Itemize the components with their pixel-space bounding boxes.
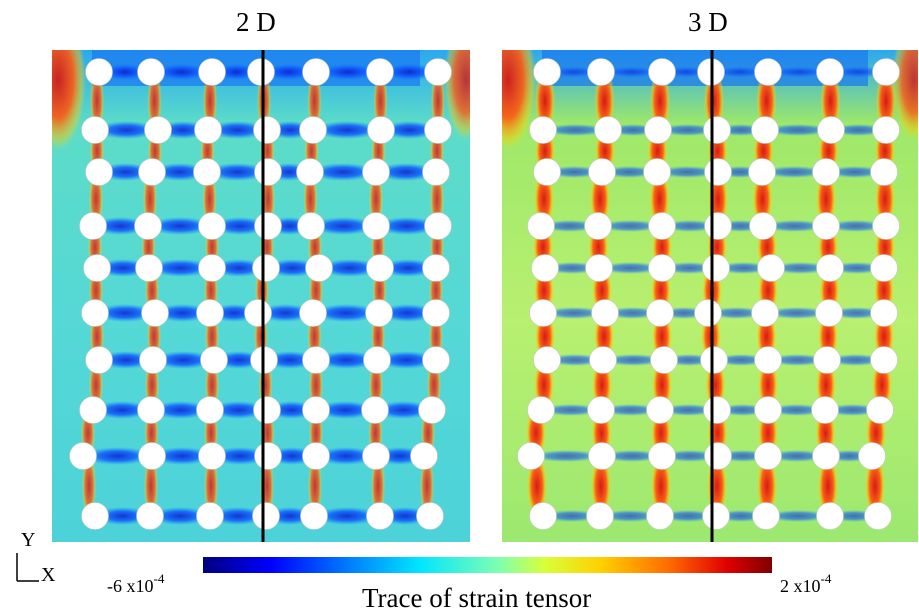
colorbar-max-label: 2 x10-4 [780,568,831,597]
colorbar-min-label: -6 x10-4 [107,568,164,597]
panel-title-2d: 2 D [236,7,276,37]
colorbar-max-mantissa: 2 x10 [780,576,821,596]
strain-field-3d [502,50,918,542]
strain-map-3d [502,50,918,542]
strain-map-2d [52,50,470,542]
colorbar-min-mantissa: -6 x10 [107,576,154,596]
colorbar [203,557,772,573]
coordinate-triad-icon [16,553,39,582]
panel-title-3d: 3 D [688,7,728,37]
colorbar-min-exponent: -4 [153,571,165,586]
axis-x-label: X [41,564,56,586]
axis-y-label: Y [21,529,36,551]
colorbar-title: Trace of strain tensor [362,583,592,613]
colorbar-max-exponent: -4 [820,571,832,586]
strain-field-2d [52,50,470,542]
